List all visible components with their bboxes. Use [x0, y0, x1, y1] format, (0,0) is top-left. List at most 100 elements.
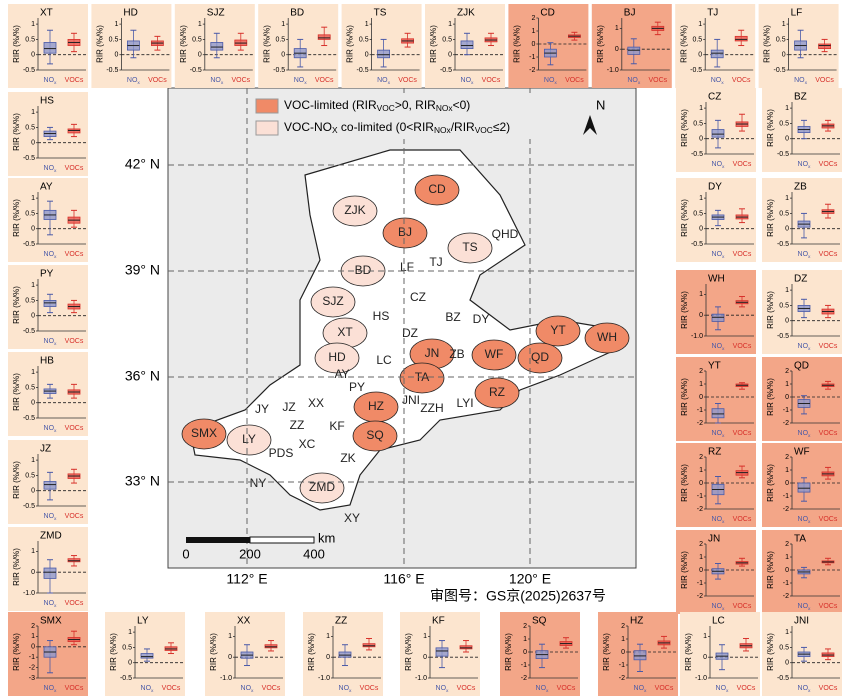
city-label: HD	[328, 350, 346, 364]
subscript: x	[722, 434, 725, 439]
text-part: NO	[712, 161, 723, 168]
y-tick-label: -0.5	[23, 67, 35, 74]
subscript: x	[446, 689, 449, 694]
box	[435, 647, 449, 657]
text-part: VOCs	[398, 77, 417, 84]
box-label: NOx	[544, 77, 558, 86]
panel-name: TS	[374, 8, 387, 19]
y-tick-label: 1	[31, 633, 35, 640]
subscript: VOC	[377, 103, 395, 113]
y-axis-label: RIR (%/%)	[766, 464, 775, 502]
box	[627, 46, 641, 55]
y-axis-label: RIR (%/%)	[766, 199, 775, 237]
text-part: VOCs	[162, 685, 181, 692]
y-axis-label: RIR (%/%)	[766, 551, 775, 589]
text-part: NO	[294, 77, 305, 84]
box-label: NOx	[798, 516, 812, 525]
text-part: VOCs	[231, 77, 250, 84]
y-tick-label: 0.5	[122, 644, 132, 651]
panel-name: WF	[794, 447, 810, 458]
panel-name: ZJK	[457, 8, 475, 19]
y-tick-label: 1	[615, 25, 619, 32]
legend-label: VOC-NOX co-limited (0<RIRNOx/RIRVOC≤2)	[284, 120, 510, 135]
city-label: QHD	[492, 227, 519, 241]
city-label: TJ	[429, 255, 442, 269]
text-part: VOCs	[65, 685, 84, 692]
box-label: NOx	[241, 685, 255, 694]
text-part: NO	[544, 77, 555, 84]
y-tick-label: 1	[699, 467, 703, 474]
text-part: VOCs	[655, 685, 674, 692]
scale-label: 400	[303, 546, 325, 561]
city-area	[471, 339, 517, 371]
y-tick-label: 0.5	[442, 36, 452, 43]
scale-label: 0	[182, 546, 189, 561]
y-tick-label: 1	[699, 554, 703, 561]
y-tick-label: 1	[699, 381, 703, 388]
subscript: x	[54, 255, 57, 260]
box-label: VOCs	[819, 161, 838, 168]
subscript: x	[151, 689, 154, 694]
box	[140, 653, 154, 659]
y-tick-label: -1.0	[607, 67, 619, 74]
box	[734, 35, 748, 42]
y-tick-label: 0	[699, 136, 703, 143]
y-tick-label: -0.5	[777, 241, 789, 248]
panel-name: JZ	[40, 444, 51, 455]
y-tick-label: -1.0	[318, 675, 330, 682]
panel-background	[508, 4, 589, 88]
scale-unit: km	[318, 530, 335, 545]
box-label: VOCs	[360, 685, 379, 692]
y-axis-label: RIR (%/%)	[596, 25, 605, 63]
y-tick-label: 0	[621, 649, 625, 656]
city-label: XT	[337, 325, 353, 339]
city-area	[352, 420, 398, 452]
panel-name: HZ	[630, 616, 643, 627]
box-label: NOx	[461, 77, 475, 86]
text-part: NO	[241, 685, 252, 692]
y-tick-label: 0	[699, 480, 703, 487]
y-tick-label: 1	[365, 21, 369, 28]
text-part: VOCs	[65, 513, 84, 520]
city-label: SQ	[366, 428, 383, 442]
y-tick-label: -1	[697, 493, 703, 500]
y-tick-label: 0	[523, 649, 527, 656]
subscript: x	[251, 689, 254, 694]
box-label: NOx	[377, 77, 391, 86]
text-part: VOCs	[360, 685, 379, 692]
box	[818, 43, 831, 49]
y-tick-label: -0.5	[106, 67, 118, 74]
text-part: NO	[712, 603, 723, 610]
y-tick-label: -2	[619, 675, 625, 682]
subscript: VOC	[475, 125, 493, 135]
legend-box	[250, 93, 540, 139]
y-tick-label: -1	[29, 654, 35, 661]
y-tick-label: 0.5	[25, 210, 35, 217]
panel-name: QD	[794, 361, 809, 372]
y-axis-label: RIR (%/%)	[766, 633, 775, 671]
y-axis-label: RIR (%/%)	[12, 286, 21, 324]
y-tick-label: 0.5	[359, 36, 369, 43]
city-label: ZMD	[309, 480, 335, 494]
box-label: VOCs	[819, 251, 838, 258]
city-area	[314, 342, 360, 374]
city-area	[399, 362, 445, 394]
y-tick-label: 2	[31, 623, 35, 630]
text-part: VOCs	[315, 77, 334, 84]
y-tick-label: 0	[785, 394, 789, 401]
y-tick-label: 1	[31, 109, 35, 116]
y-tick-label: -1.0	[220, 675, 232, 682]
y-axis-label: RIR (%/%)	[262, 25, 271, 63]
y-tick-label: 0	[128, 660, 132, 667]
y-tick-label: 1	[31, 195, 35, 202]
y-tick-label: 0	[31, 569, 35, 576]
text-part: NO	[798, 161, 809, 168]
city-label: JNI	[402, 393, 420, 407]
box-label: NOx	[712, 430, 726, 439]
y-tick-label: -0.5	[777, 333, 789, 340]
text-part: NO	[798, 343, 809, 350]
y-axis-label: RIR (%/%)	[763, 25, 772, 63]
box-label: VOCs	[732, 77, 751, 84]
city-label: LY	[242, 432, 256, 446]
legend-label: VOC-limited (RIRVOC>0, RIRNOx<0)	[284, 98, 470, 113]
